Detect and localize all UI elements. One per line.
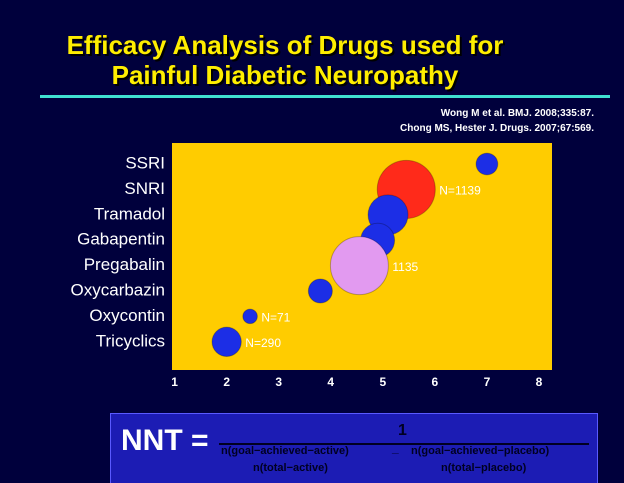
numerator: 1 <box>398 422 407 439</box>
x-tick-label: 3 <box>275 375 282 389</box>
y-tick-label: Pregabalin <box>84 255 165 274</box>
bubble <box>475 152 499 176</box>
x-tick-label: 5 <box>379 375 386 389</box>
title-rule <box>40 95 610 98</box>
bubble <box>211 326 242 357</box>
bubble <box>329 236 389 296</box>
bubble <box>307 278 333 304</box>
y-tick-label: SNRI <box>124 179 165 198</box>
data-label: N=1139 <box>439 184 481 198</box>
y-tick-label: SSRI <box>125 153 165 172</box>
nnt-box: NNT = 1 n(goal−achieved−active) _ n(goal… <box>110 413 598 483</box>
y-tick-label: Oxycarbazin <box>71 280 165 299</box>
x-tick-label: 6 <box>432 375 439 389</box>
citation: Wong M et al. BMJ. 2008;335:87. <box>440 108 594 119</box>
chart: 1 2 3 4 5 6 7 8 SSRI SNRI Tramadol Gabapentin Pregab… <box>71 143 552 389</box>
x-tick-label: 1 <box>171 375 178 389</box>
title: Efficacy Analysis of Drugs used for Pain… <box>66 30 504 90</box>
y-tick-label: Tramadol <box>94 204 165 223</box>
x-tick-label: 8 <box>536 375 543 389</box>
term-placebo: n(goal−achieved−placebo) <box>411 445 550 457</box>
y-tick-label: Oxycontin <box>89 306 165 325</box>
data-label: N=71 <box>261 311 290 325</box>
y-tick-label: Gabapentin <box>77 230 165 249</box>
data-label: 1135 <box>392 260 418 274</box>
nnt-label: NNT = <box>121 424 209 457</box>
fraction-bar <box>219 443 589 445</box>
minus: _ <box>392 441 399 455</box>
citation: Chong MS, Hester J. Drugs. 2007;67:569. <box>400 123 594 134</box>
y-tick-label: Tricyclics <box>96 331 165 350</box>
total-active: n(total−active) <box>253 462 328 474</box>
x-tick-label: 4 <box>327 375 334 389</box>
x-tick-label: 7 <box>484 375 491 389</box>
term-active: n(goal−achieved−active) <box>221 445 349 457</box>
bubble <box>242 308 258 325</box>
data-label: N=290 <box>245 336 281 350</box>
total-placebo: n(total−placebo) <box>441 462 527 474</box>
x-tick-label: 2 <box>223 375 230 389</box>
